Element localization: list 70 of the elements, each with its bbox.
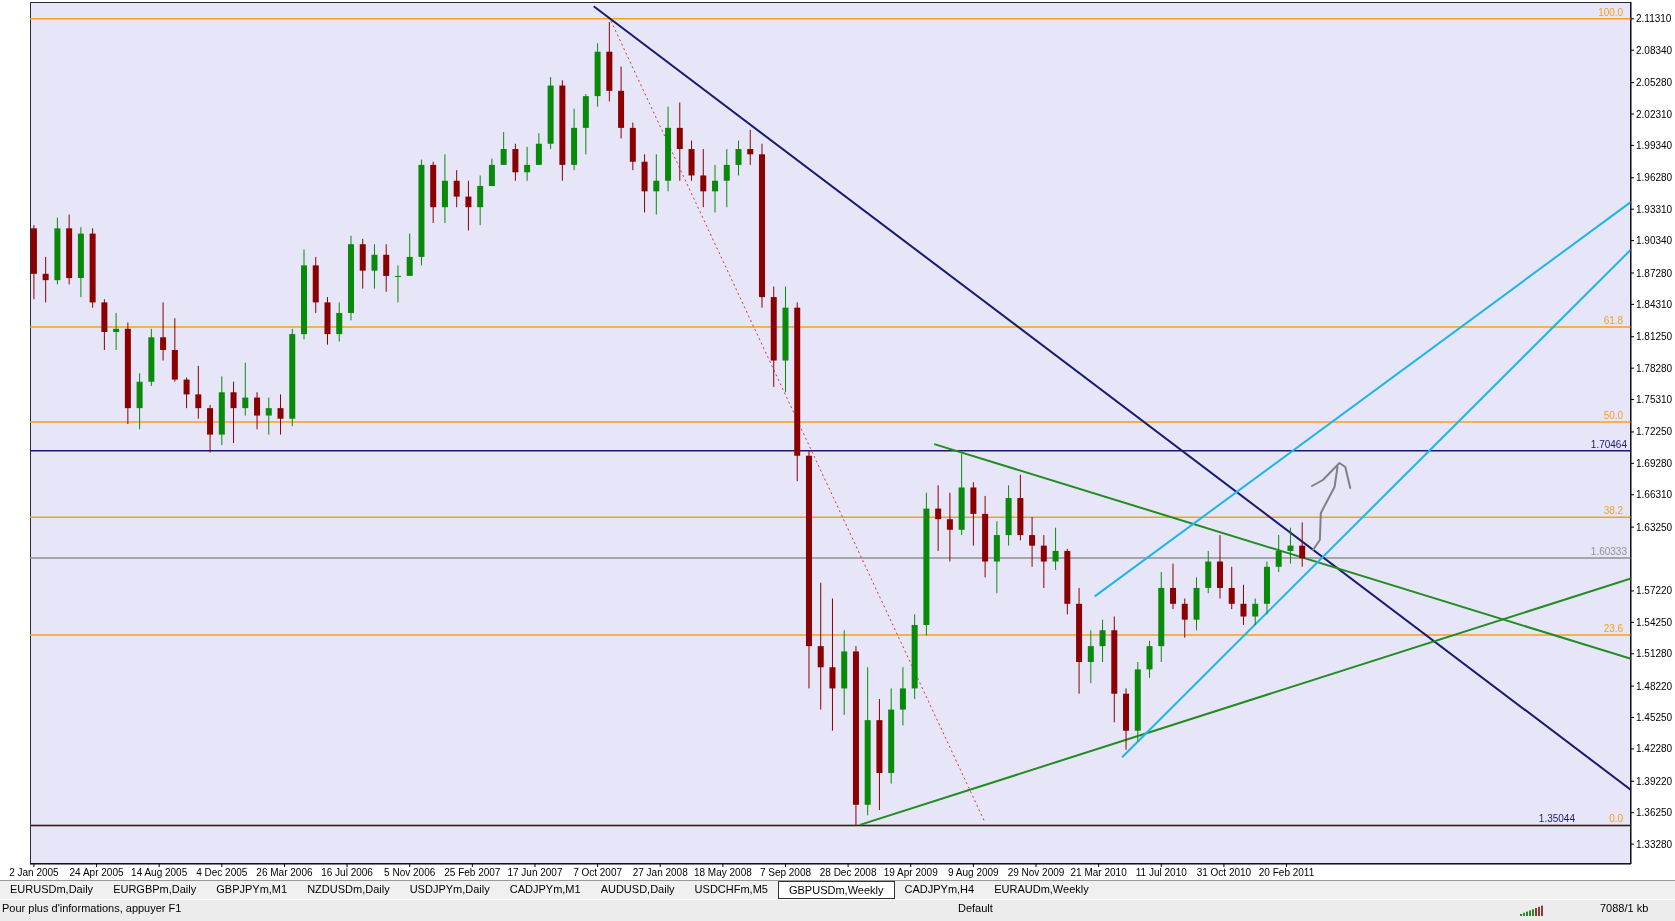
x-tick-label: 5 Nov 2006 (384, 867, 436, 879)
y-tick-label: 1.48220 (1636, 680, 1673, 692)
y-tick-label: 1.72250 (1636, 426, 1673, 438)
x-tick-label: 24 Apr 2005 (69, 867, 124, 879)
x-tick-label: 31 Oct 2010 (1196, 867, 1252, 879)
annotation: 23.6 (1603, 623, 1624, 635)
text: AUDUSD,Daily (599, 882, 676, 897)
y-tick-label: 1.99340 (1636, 139, 1673, 151)
x-tick-label: 7 Sep 2008 (759, 867, 812, 879)
y-tick-label: 1.75310 (1636, 394, 1673, 406)
x-tick-label: 26 Mar 2006 (256, 867, 313, 879)
text: 7088/1 kb (1600, 902, 1649, 914)
annotation: 100.0 (1598, 6, 1624, 18)
y-tick-label: 1.81250 (1636, 331, 1673, 343)
ref-line-label: 1.35044 (1538, 813, 1576, 825)
text: Default (958, 902, 993, 914)
x-tick-label: 28 Dec 2008 (819, 867, 877, 879)
text: EURGBPm,Daily (112, 882, 198, 897)
text: GBPJPYm,M1 (215, 882, 289, 897)
y-tick-label: 1.63250 (1636, 521, 1673, 533)
x-tick-label: 21 Mar 2010 (1070, 867, 1128, 879)
x-tick-label: 29 Nov 2009 (1007, 867, 1065, 879)
x-tick-label: 18 May 2008 (693, 867, 753, 879)
x-tick-label: 20 Feb 2011 (1258, 867, 1315, 879)
y-tick-label: 1.51280 (1636, 648, 1673, 660)
x-tick-label: 2 Jan 2005 (9, 867, 60, 879)
y-tick-label: 1.78280 (1636, 362, 1673, 374)
y-tick-label: 2.08340 (1636, 44, 1673, 56)
text: Pour plus d'informations, appuyer F1 (2, 902, 182, 914)
ref-line-label: 1.60333 (1590, 545, 1628, 557)
text: CADJPYm,M1 (508, 882, 582, 897)
y-tick-label: 1.87280 (1636, 267, 1673, 279)
x-tick-label: 16 Jul 2006 (321, 867, 374, 879)
text: GBPUSDm,Weekly (777, 881, 895, 899)
y-tick-label: 1.93310 (1636, 203, 1673, 215)
text: NZDUSDm,Daily (306, 882, 391, 897)
y-tick-label: 1.84310 (1636, 298, 1673, 310)
y-tick-label: 1.54250 (1636, 616, 1673, 628)
y-tick-label: 1.69280 (1636, 457, 1673, 469)
text: EURUSDm,Daily (9, 882, 95, 897)
y-tick-label: 1.33280 (1636, 838, 1673, 850)
ref-line-label: 1.70464 (1590, 438, 1628, 450)
y-tick-label: 1.90340 (1636, 235, 1673, 247)
x-tick-label: 14 Aug 2005 (131, 867, 188, 879)
text: USDJPYm,Daily (408, 882, 491, 897)
y-tick-label: 1.42280 (1636, 743, 1673, 755)
text: CADJPYm,H4 (903, 882, 976, 897)
annotation: 61.8 (1603, 314, 1624, 326)
x-tick-label: 25 Feb 2007 (444, 867, 501, 879)
x-tick-label: 9 Aug 2009 (948, 867, 1000, 879)
y-tick-label: 1.45250 (1636, 712, 1673, 724)
x-tick-label: 17 Jun 2007 (507, 867, 563, 879)
y-tick-label: 1.57220 (1636, 585, 1673, 597)
y-tick-label: 1.39220 (1636, 775, 1673, 787)
x-tick-label: 7 Oct 2007 (573, 867, 623, 879)
x-tick-label: 19 Apr 2009 (883, 867, 939, 879)
annotation: 38.2 (1603, 505, 1624, 517)
x-tick-label: 27 Jan 2008 (632, 867, 689, 879)
y-tick-label: 1.66310 (1636, 489, 1673, 501)
text: EURAUDm,Weekly (993, 882, 1090, 897)
annotation: 0.0 (1609, 813, 1624, 825)
y-tick-label: 1.96280 (1636, 172, 1673, 184)
annotation: 50.0 (1603, 410, 1624, 422)
y-tick-label: 2.02310 (1636, 108, 1673, 120)
y-tick-label: 2.05280 (1636, 77, 1673, 89)
y-tick-label: 2.11310 (1636, 13, 1672, 25)
x-tick-label: 4 Dec 2005 (196, 867, 248, 879)
x-tick-label: 11 Jul 2010 (1135, 867, 1188, 879)
text: USDCHFm,M5 (693, 882, 769, 897)
y-tick-label: 1.36250 (1636, 807, 1673, 819)
